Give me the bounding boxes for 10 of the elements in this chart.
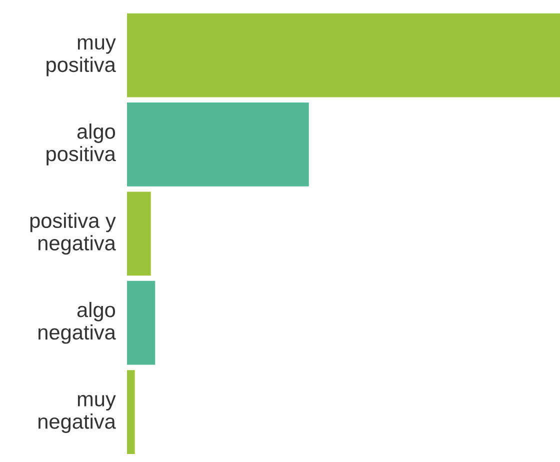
bar <box>127 102 309 186</box>
y-tick-label: algo positiva <box>46 124 116 166</box>
bar <box>127 280 156 365</box>
bar <box>127 13 560 98</box>
y-tick-label: algo negativa <box>38 302 116 344</box>
y-tick-label: muy negativa <box>38 395 116 433</box>
y-tick-label: muy positiva <box>46 38 116 76</box>
bar <box>127 370 135 454</box>
bar <box>127 192 151 276</box>
y-tick-label: positiva y negativa <box>30 212 116 255</box>
